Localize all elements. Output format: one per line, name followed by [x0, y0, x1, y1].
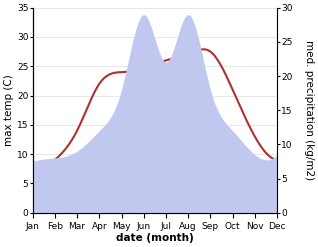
Y-axis label: med. precipitation (kg/m2): med. precipitation (kg/m2)	[304, 40, 314, 180]
X-axis label: date (month): date (month)	[116, 233, 194, 243]
Y-axis label: max temp (C): max temp (C)	[4, 74, 14, 146]
